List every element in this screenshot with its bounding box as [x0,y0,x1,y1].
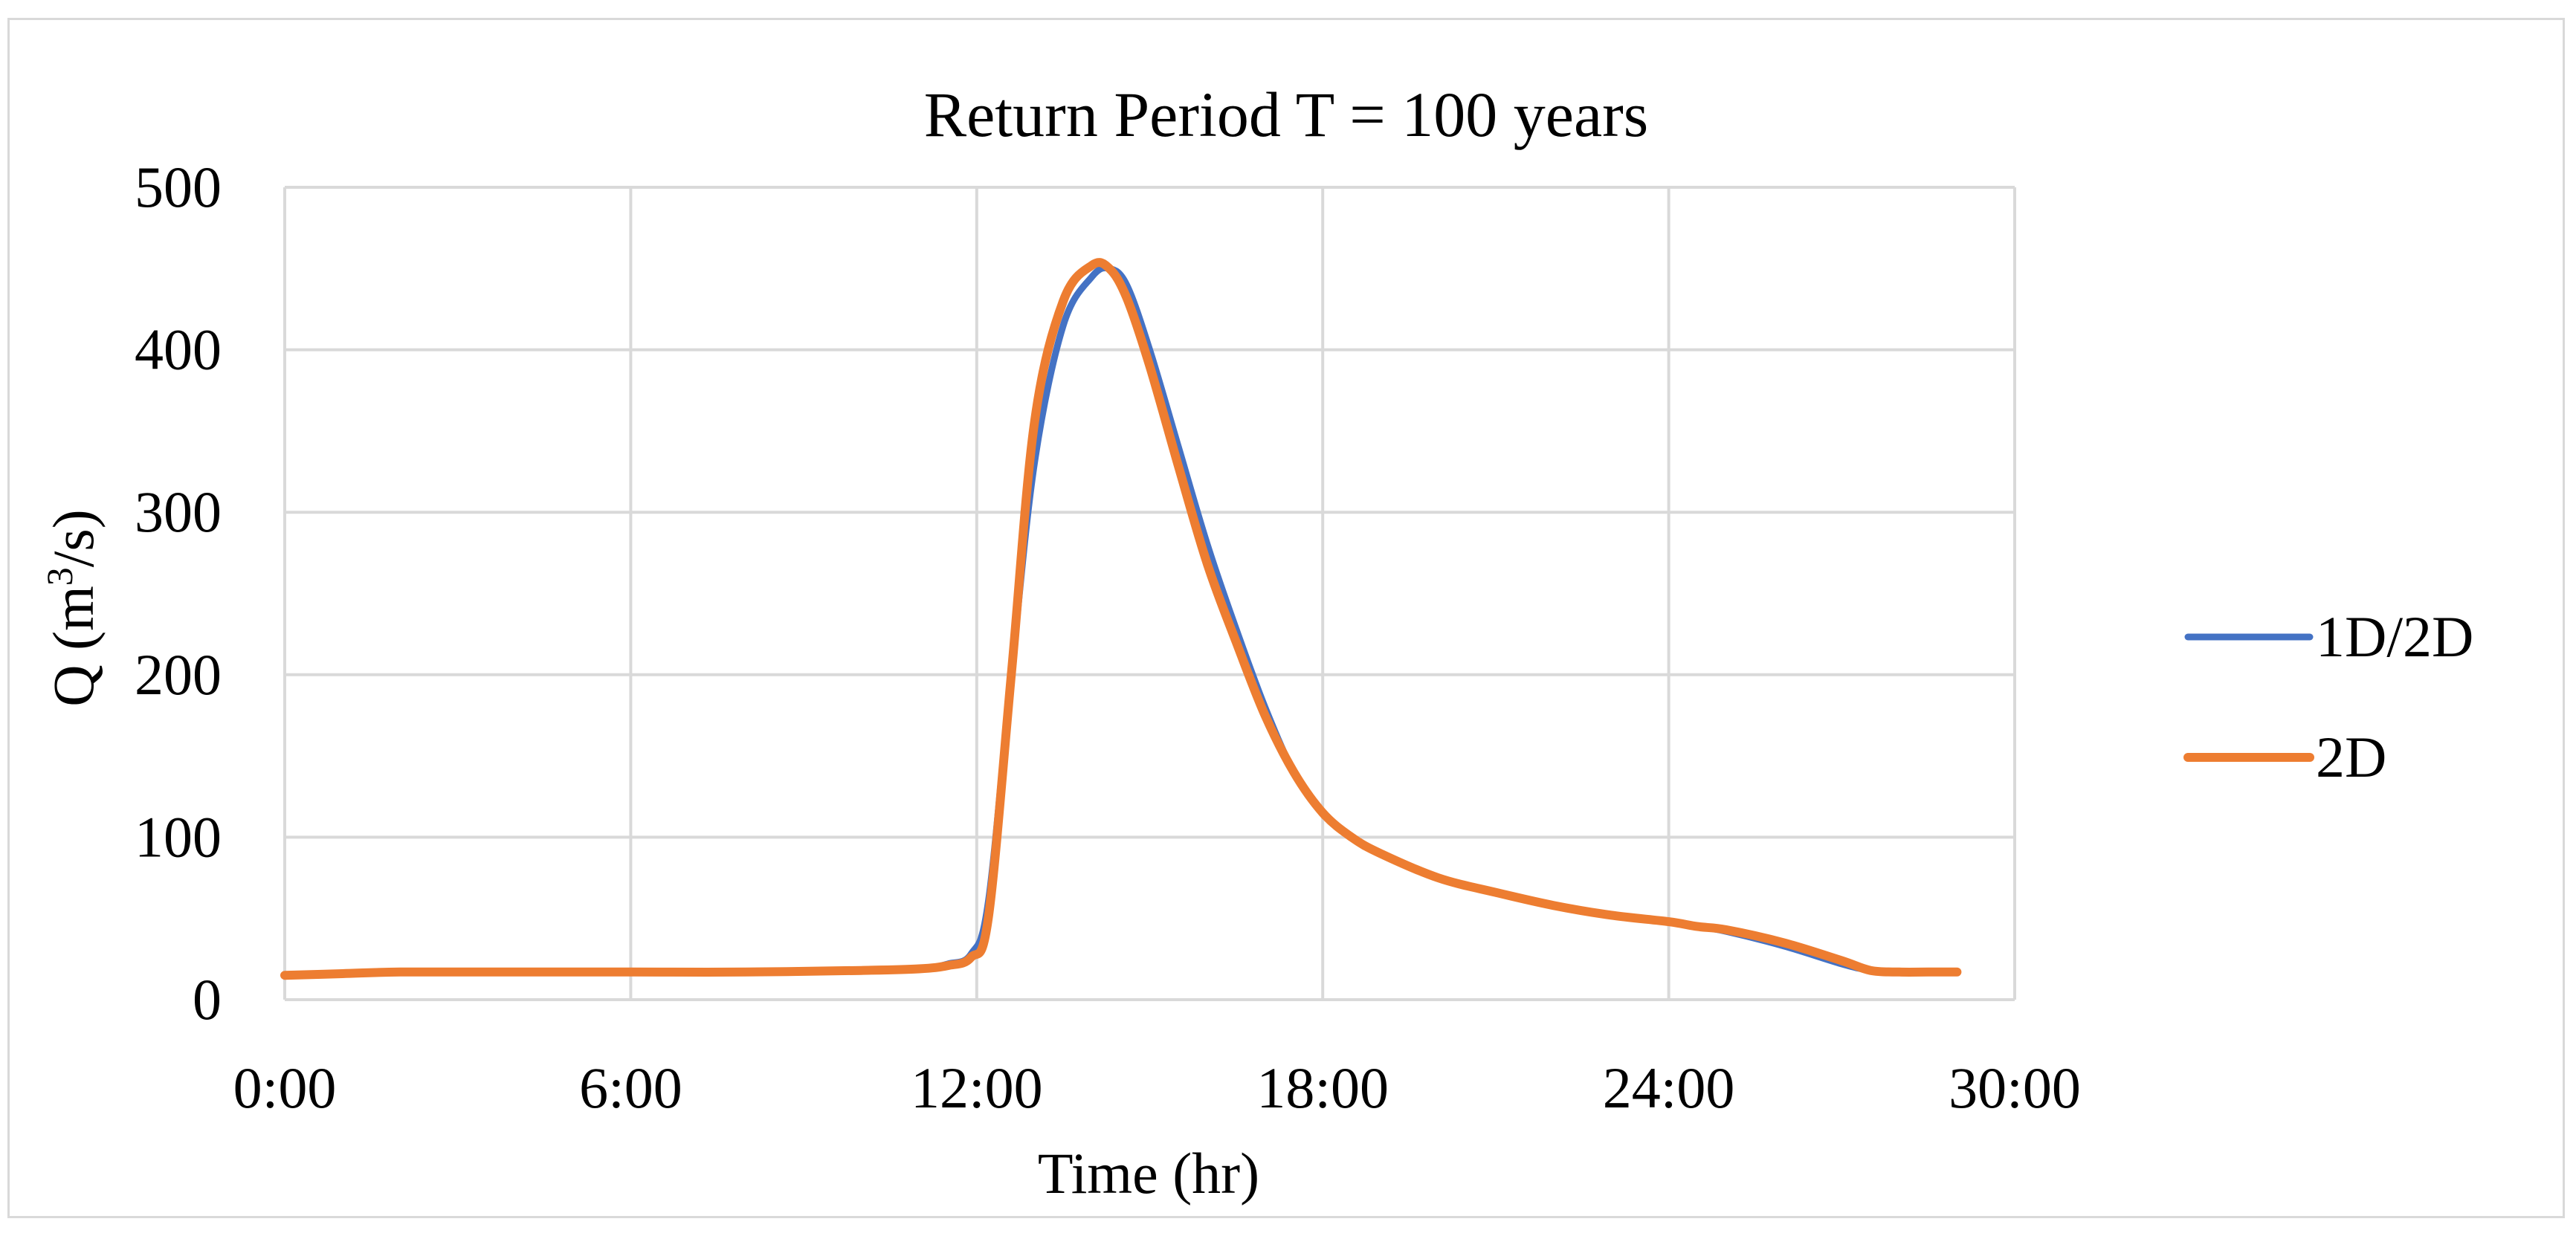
x-tick-label: 0:00 [233,1055,337,1120]
y-tick-label: 300 [135,479,222,544]
y-tick-label: 200 [135,642,222,707]
chart-frame [7,18,2565,1218]
x-tick-label: 24:00 [1603,1055,1735,1120]
x-axis-ticks: 0:00 6:00 12:00 18:00 24:00 30:00 [233,1055,2081,1120]
x-tick-label: 12:00 [911,1055,1043,1120]
legend-label: 1D/2D [2316,604,2473,669]
legend-label: 2D [2316,725,2386,789]
x-tick-label: 18:00 [1256,1055,1389,1120]
y-tick-label: 100 [135,804,222,869]
x-axis-label: Time (hr) [1038,1141,1259,1206]
chart-title: Return Period T = 100 years [924,79,1648,150]
y-axis-label-main: Q (m [41,586,106,706]
grid [283,186,2016,1001]
y-tick-label: 500 [135,155,222,219]
y-tick-label: 0 [193,967,222,1032]
series-line-orange [280,258,1962,980]
series-lines [280,258,1962,980]
y-axis-label: Q (m3/s) [39,509,106,706]
series-line-blue [281,264,1960,979]
legend: 1D/2D 2D [2183,604,2473,789]
y-axis-label-tail: /s) [41,509,106,567]
y-axis-ticks: 0 100 200 300 400 500 [135,155,222,1032]
y-axis-label-superscript: 3 [39,567,80,586]
y-tick-label: 400 [135,317,222,382]
x-tick-label: 30:00 [1949,1055,2081,1120]
x-tick-label: 6:00 [579,1055,682,1120]
